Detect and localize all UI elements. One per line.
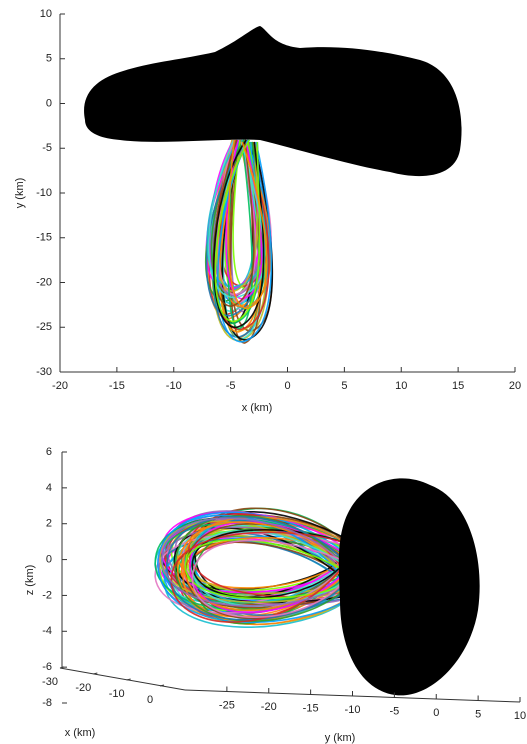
z-axis-label-3d: z (km) [24,565,36,596]
y-tick-label-3d: -15 [303,702,319,714]
y-tick-label: -15 [36,232,52,244]
y-tick-label: -5 [42,142,52,154]
x-tick-label-3d: -20 [75,682,91,694]
z-tick-label: 0 [46,553,52,565]
y-tick-label: 5 [46,53,52,65]
y-tick-label-3d: -10 [345,704,361,716]
y-tick-label: -10 [36,187,52,199]
figure: x (km) y (km) x (km) y (km) z (km) -20-1… [0,0,527,744]
y-tick-label-3d: -25 [219,699,235,711]
x-tick-label: 20 [509,380,521,392]
trajectories-2d [206,140,273,343]
page: x (km) y (km) x (km) y (km) z (km) -20-1… [0,0,527,744]
x-tick-label: 5 [341,380,347,392]
y-tick-label: 0 [46,97,52,109]
z-tick-label: 2 [46,518,52,530]
x-tick-label: 15 [452,380,464,392]
z-tick-label: 4 [46,482,52,494]
z-tick-label: -4 [42,625,52,637]
trajectories-3d [155,508,350,627]
x-tick-label: 10 [395,380,407,392]
y-tick-label-3d: -5 [389,705,399,717]
asteroid-silhouette [84,26,462,176]
z-tick-label: -6 [42,661,52,673]
x-tick-3d [93,673,97,674]
y-tick-label-3d: 0 [433,707,439,719]
x-tick-label-3d: 0 [147,694,153,706]
y-tick-label-3d: 5 [475,708,481,720]
z-tick-label: -8 [42,697,52,709]
x-tick-label-3d: -10 [109,688,125,700]
x-tick-label: -15 [109,380,125,392]
x-tick-label: -10 [166,380,182,392]
asteroid-3d [339,478,480,695]
x-tick-label: -20 [52,380,68,392]
x-axis-label-3d: x (km) [65,727,96,739]
y-tick-label: -20 [36,276,52,288]
z-tick-label: 6 [46,446,52,458]
y-tick-label-3d: 10 [514,710,526,722]
y-tick-label-3d: -20 [261,701,277,713]
y-axis-label-3d: y (km) [325,732,356,744]
y-tick-label: 10 [40,8,52,20]
x-tick-label: -5 [226,380,236,392]
x-tick-label-3d: -30 [42,676,58,688]
y-tick-label: -25 [36,321,52,333]
x-tick-3d [60,667,64,668]
z-tick-label: -2 [42,589,52,601]
x-axis-label: x (km) [242,402,273,414]
y-tick-label: -30 [36,366,52,378]
y-axis-label: y (km) [14,178,26,209]
x-tick-label: 0 [284,380,290,392]
